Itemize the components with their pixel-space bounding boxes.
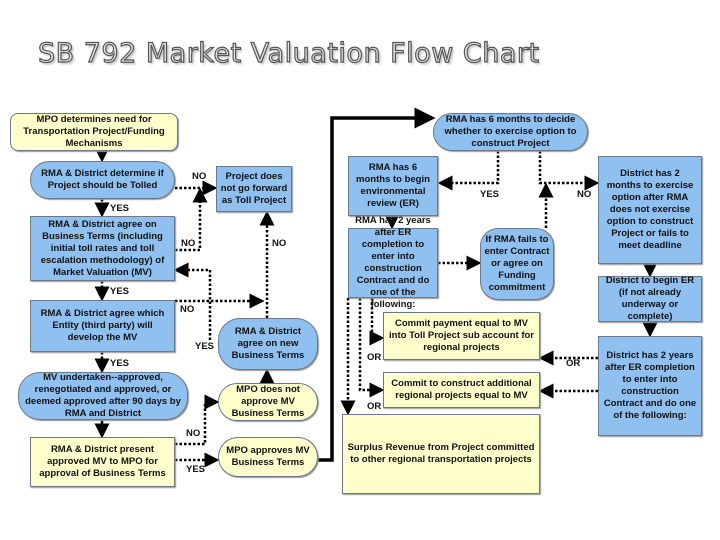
node-district-begin-er: District to begin ER (if not already und… bbox=[598, 275, 702, 322]
node-district-2-months: District has 2 months to exercise option… bbox=[598, 156, 702, 264]
arrow-dashed bbox=[538, 151, 600, 191]
label-yes: YES bbox=[110, 286, 130, 297]
node-district-2-years: District has 2 years after ER completion… bbox=[598, 336, 702, 436]
node-present-mv: RMA & District present approved MV to MP… bbox=[30, 437, 175, 487]
node-rma-begin-er: RMA has 6 months to begin environmental … bbox=[348, 156, 438, 216]
label-no: NO bbox=[180, 304, 195, 315]
label-no: NO bbox=[577, 189, 592, 200]
node-agree-terms: RMA & District agree on Business Terms (… bbox=[30, 216, 175, 281]
label-or: OR bbox=[367, 352, 382, 363]
node-rma-fails: If RMA fails to enter Contract or agree … bbox=[480, 228, 554, 300]
label-yes: YES bbox=[195, 341, 215, 352]
node-new-terms: RMA & District agree on new Business Ter… bbox=[218, 318, 318, 370]
label-or: OR bbox=[367, 401, 382, 412]
arrow-dashed bbox=[358, 298, 385, 398]
label-no: NO bbox=[186, 428, 201, 439]
node-mv-undertaken: MV undertaken--approved, renegotiated an… bbox=[18, 372, 188, 420]
node-rma-2-years: RMA has 2 years after ER completion to e… bbox=[348, 215, 438, 310]
arrow-dashed bbox=[369, 298, 385, 346]
label-no: NO bbox=[192, 171, 207, 182]
arrow-dashed bbox=[175, 187, 208, 252]
arrow-dashed bbox=[175, 394, 220, 446]
node-commit-payment: Commit payment equal to MV into Toll Pro… bbox=[383, 312, 540, 360]
node-mpo-approves: MPO approves MV Business Terms bbox=[218, 437, 318, 477]
label-yes: YES bbox=[186, 464, 206, 475]
label-no: NO bbox=[272, 238, 287, 249]
node-surplus: Surplus Revenue from Project committed t… bbox=[342, 414, 540, 494]
node-agree-entity: RMA & District agree which Entity (third… bbox=[30, 300, 175, 352]
label-yes: YES bbox=[480, 189, 500, 200]
arrow-dashed bbox=[437, 151, 500, 191]
node-determine-tolled: RMA & District determine if Project shou… bbox=[30, 161, 175, 199]
node-commit-construct: Commit to construct additional regional … bbox=[383, 372, 540, 408]
arrow-dashed bbox=[173, 262, 212, 340]
page-title: SB 792 Market Valuation Flow Chart bbox=[37, 37, 540, 69]
node-not-forward: Project does not go forward as Toll Proj… bbox=[216, 166, 292, 212]
node-mpo-determines: MPO determines need for Transportation P… bbox=[10, 113, 178, 151]
node-mpo-not-approve: MPO does not approve MV Business Terms bbox=[218, 383, 318, 421]
node-rma-decide: RMA has 6 months to decide whether to ex… bbox=[433, 113, 588, 151]
label-or: OR bbox=[566, 358, 581, 369]
label-yes: YES bbox=[110, 358, 130, 369]
label-no: NO bbox=[181, 238, 196, 249]
label-yes: YES bbox=[110, 203, 130, 214]
arrow-thick bbox=[318, 107, 436, 462]
